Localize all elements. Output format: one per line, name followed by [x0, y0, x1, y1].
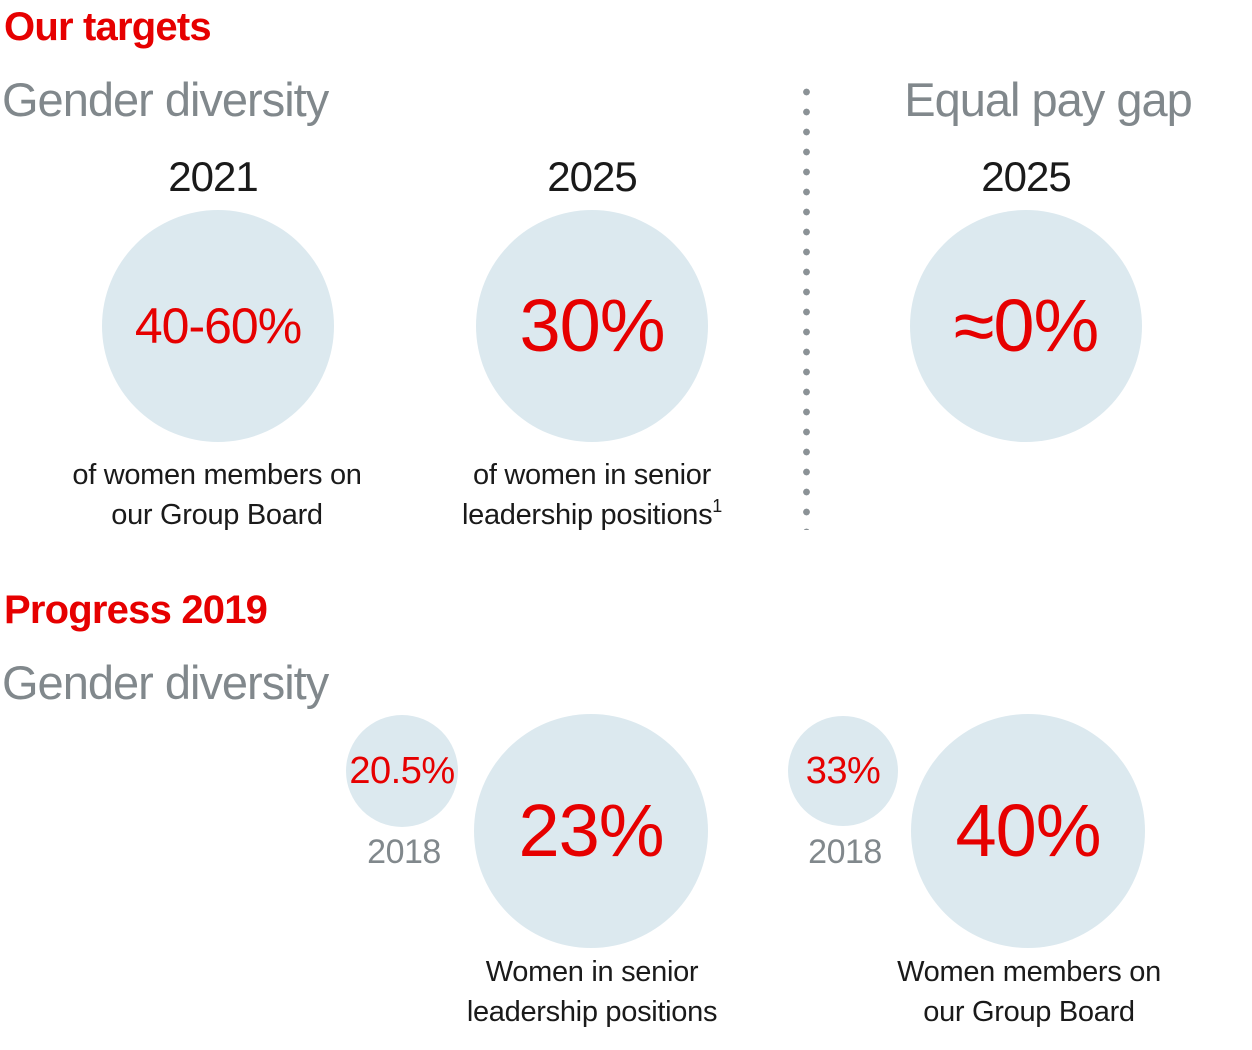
progress-caption-group-board: Women members on our Group Board — [897, 952, 1161, 1032]
target-year-label: 2025 — [547, 153, 637, 200]
progress-caption-senior-leadership: Women in senior leadership positions — [466, 952, 718, 1032]
target-bubble-senior-leadership: 30% — [476, 210, 708, 442]
target-year-label: 2021 — [168, 153, 258, 200]
targets-gender-diversity-subtitle: Gender diversity — [2, 73, 329, 126]
target-bubble-group-board: 40-60% — [102, 210, 334, 442]
caption-line: Women in senior — [485, 956, 699, 988]
progress-prev-year-label: 2018 — [367, 833, 441, 871]
progress-prev-year-label: 2018 — [808, 833, 882, 871]
target-caption-senior-leadership: of women in senior leadership positions1 — [462, 455, 722, 535]
progress-prev-value: 20.5% — [349, 750, 455, 792]
progress-section-title: Progress 2019 — [4, 588, 268, 632]
progress-bubble-group-board: 40% — [911, 714, 1145, 948]
progress-prev-bubble-senior-leadership: 20.5% — [346, 715, 458, 827]
progress-value: 23% — [518, 789, 664, 872]
progress-bubble-senior-leadership: 23% — [474, 714, 708, 948]
equal-pay-bubble: ≈0% — [910, 210, 1142, 442]
equal-pay-year-label: 2025 — [981, 153, 1071, 200]
caption-line: leadership positions — [466, 996, 718, 1028]
progress-value: 40% — [955, 789, 1101, 872]
footnote-marker: 1 — [712, 496, 723, 516]
caption-line: Women members on — [897, 956, 1161, 988]
caption-line: of women members on — [72, 459, 362, 491]
equal-pay-gap-subtitle: Equal pay gap — [904, 73, 1193, 126]
progress-gender-diversity-subtitle: Gender diversity — [2, 656, 329, 709]
target-value: 40-60% — [134, 298, 302, 354]
caption-line: our Group Board — [111, 499, 323, 531]
caption-line: leadership positions — [461, 499, 713, 531]
caption-line: our Group Board — [923, 996, 1135, 1028]
targets-section-title: Our targets — [4, 5, 212, 49]
progress-prev-bubble-group-board: 33% — [788, 716, 898, 826]
equal-pay-value: ≈0% — [953, 284, 1100, 367]
target-value: 30% — [519, 284, 665, 367]
dotted-divider — [803, 82, 810, 530]
caption-line: of women in senior — [472, 459, 711, 491]
progress-prev-value: 33% — [805, 750, 881, 792]
target-caption-group-board: of women members on our Group Board — [72, 455, 362, 535]
